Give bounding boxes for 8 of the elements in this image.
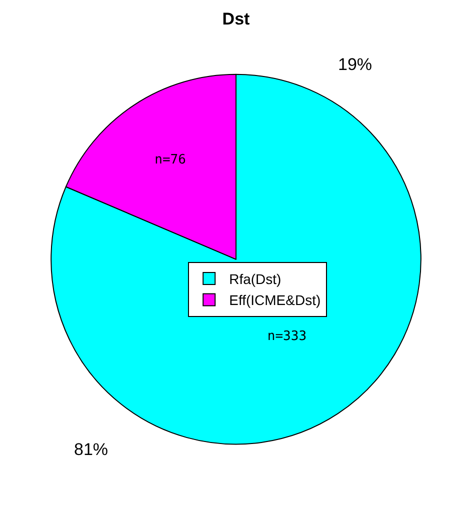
pie-slice [50, 74, 422, 444]
chart-title: Dst [222, 10, 250, 29]
data-label: n=76 [154, 152, 186, 168]
text: 81% [74, 440, 108, 459]
legend-label: Eff(ICME&Dst) [229, 292, 321, 308]
text: 19% [338, 55, 372, 74]
legend-label: Rfa(Dst) [229, 270, 282, 287]
data-label: n=333 [267, 328, 307, 344]
